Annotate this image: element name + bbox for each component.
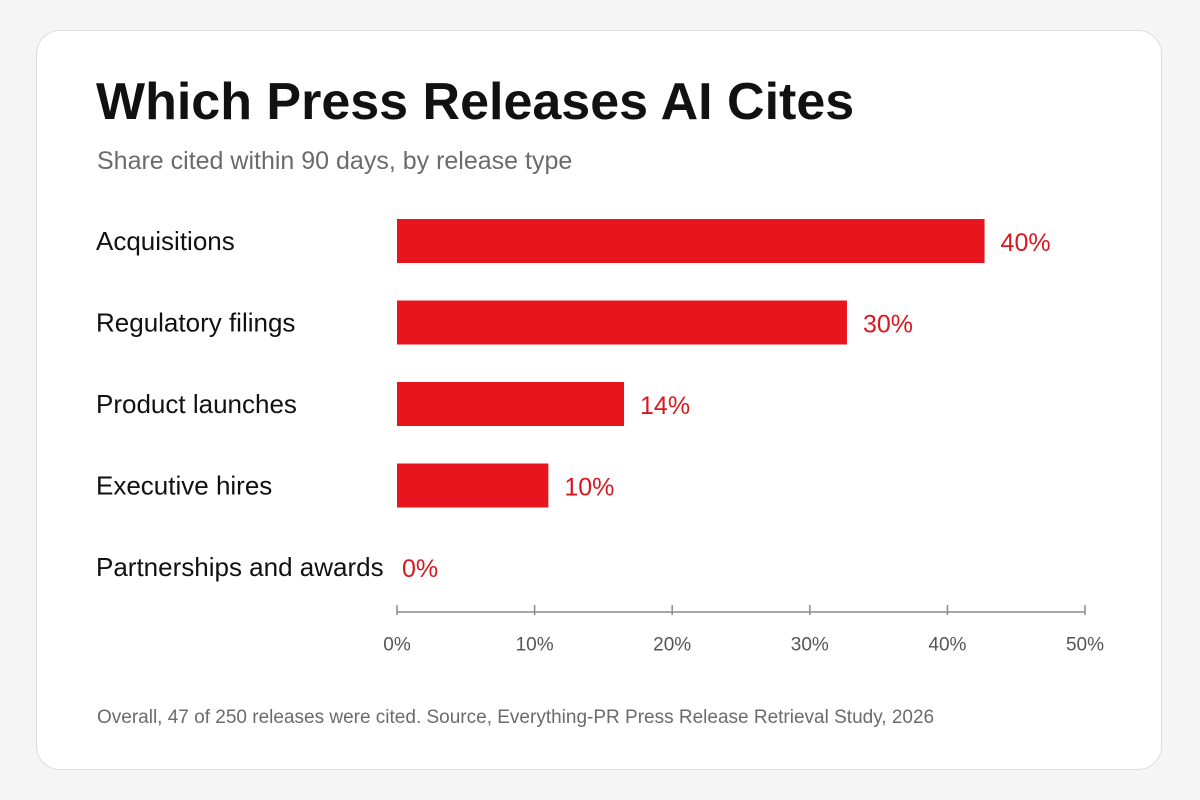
value-label: 10% <box>564 474 614 502</box>
chart-subtitle: Share cited within 90 days, by release t… <box>97 147 573 175</box>
x-tick-label: 30% <box>791 635 829 656</box>
bar <box>397 382 625 426</box>
x-tick-label: 10% <box>516 635 554 656</box>
chart-title: Which Press Releases AI Cites <box>96 73 855 131</box>
x-tick-label: 0% <box>383 635 411 656</box>
bar <box>397 219 985 263</box>
value-label: 0% <box>402 555 438 583</box>
chart-footnote: Overall, 47 of 250 releases were cited. … <box>97 707 935 728</box>
value-label: 14% <box>640 392 690 420</box>
bar <box>397 300 847 345</box>
category-label: Partnerships and awards <box>96 552 384 582</box>
category-label: Acquisitions <box>96 226 235 256</box>
x-tick-label: 50% <box>1066 635 1104 656</box>
category-label: Regulatory filings <box>96 308 295 338</box>
bars-group: Acquisitions 40% Regulatory filings 30% Prod… <box>96 219 1051 583</box>
category-label: Executive hires <box>96 471 272 501</box>
category-label: Product launches <box>96 389 297 419</box>
x-tick-label: 40% <box>928 635 966 656</box>
value-label: 30% <box>863 311 913 339</box>
x-axis: 0% 10% 20% 30% 40% 50% <box>383 605 1104 656</box>
bar <box>397 463 549 508</box>
x-tick-label: 20% <box>653 635 691 656</box>
value-label: 40% <box>1001 229 1051 257</box>
